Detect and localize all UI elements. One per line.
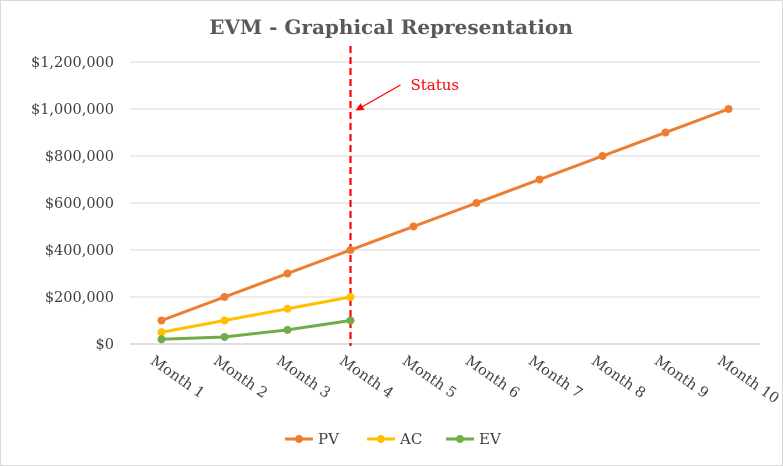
data-point-ac — [157, 328, 166, 337]
data-point-pv — [346, 246, 355, 254]
status-label: Status — [411, 76, 460, 94]
legend-label: AC — [399, 430, 422, 448]
series-line-ev — [161, 319, 351, 341]
x-tick-label: Month 6 — [462, 353, 522, 402]
y-axis-ticks: $0 $200,000 $400,000 $600,000 $800,000 $1,000… — [31, 55, 114, 353]
data-point-ev — [220, 332, 229, 341]
data-point-ac — [283, 304, 292, 313]
data-point-ev — [346, 316, 355, 325]
data-point-ac — [220, 316, 229, 325]
x-tick-label: Month 4 — [336, 353, 396, 402]
series-line-pv — [160, 107, 730, 322]
data-point-pv — [157, 316, 166, 325]
data-point-pv — [409, 222, 418, 231]
x-tick-label: Month 8 — [588, 353, 648, 402]
y-tick-label: $800,000 — [45, 149, 114, 165]
x-tick-label: Month 10 — [714, 353, 781, 407]
y-tick-label: $0 — [96, 337, 114, 353]
data-point-ev — [283, 325, 292, 334]
data-point-pv — [661, 128, 670, 137]
data-point-pv — [535, 175, 544, 184]
legend-marker — [456, 435, 464, 443]
series-lines — [157, 105, 733, 344]
y-tick-label: $600,000 — [45, 196, 114, 212]
y-tick-label: $200,000 — [45, 290, 114, 306]
legend-label: PV — [318, 430, 340, 448]
x-axis-ticks: Month 1 Month 2 Month 3 Month 4 Month 5 Month… — [147, 353, 781, 407]
legend-marker — [377, 435, 385, 443]
legend-label: EV — [479, 430, 502, 448]
y-tick-label: $1,000,000 — [31, 102, 114, 118]
legend-marker — [295, 435, 303, 443]
legend: PV AC EV — [285, 430, 502, 448]
data-point-pv — [724, 105, 733, 113]
data-point-pv — [283, 269, 292, 278]
x-tick-label: Month 3 — [273, 353, 333, 402]
data-point-ac — [346, 293, 355, 301]
data-point-pv — [472, 199, 481, 207]
gridlines — [130, 61, 760, 345]
x-tick-label: Month 2 — [210, 353, 270, 402]
x-tick-label: Month 9 — [651, 353, 711, 402]
x-tick-label: Month 7 — [525, 353, 585, 402]
data-point-pv — [598, 152, 607, 160]
chart-title: EVM - Graphical Representation — [209, 15, 573, 39]
x-tick-label: Month 5 — [399, 353, 459, 402]
y-tick-label: $400,000 — [45, 243, 114, 259]
status-arrow — [355, 84, 401, 111]
status-marker: Status — [349, 46, 460, 346]
data-point-pv — [220, 293, 229, 301]
series-line-ac — [161, 295, 351, 334]
x-tick-label: Month 1 — [147, 353, 207, 402]
data-point-ev — [157, 335, 166, 344]
y-tick-label: $1,200,000 — [31, 55, 114, 71]
